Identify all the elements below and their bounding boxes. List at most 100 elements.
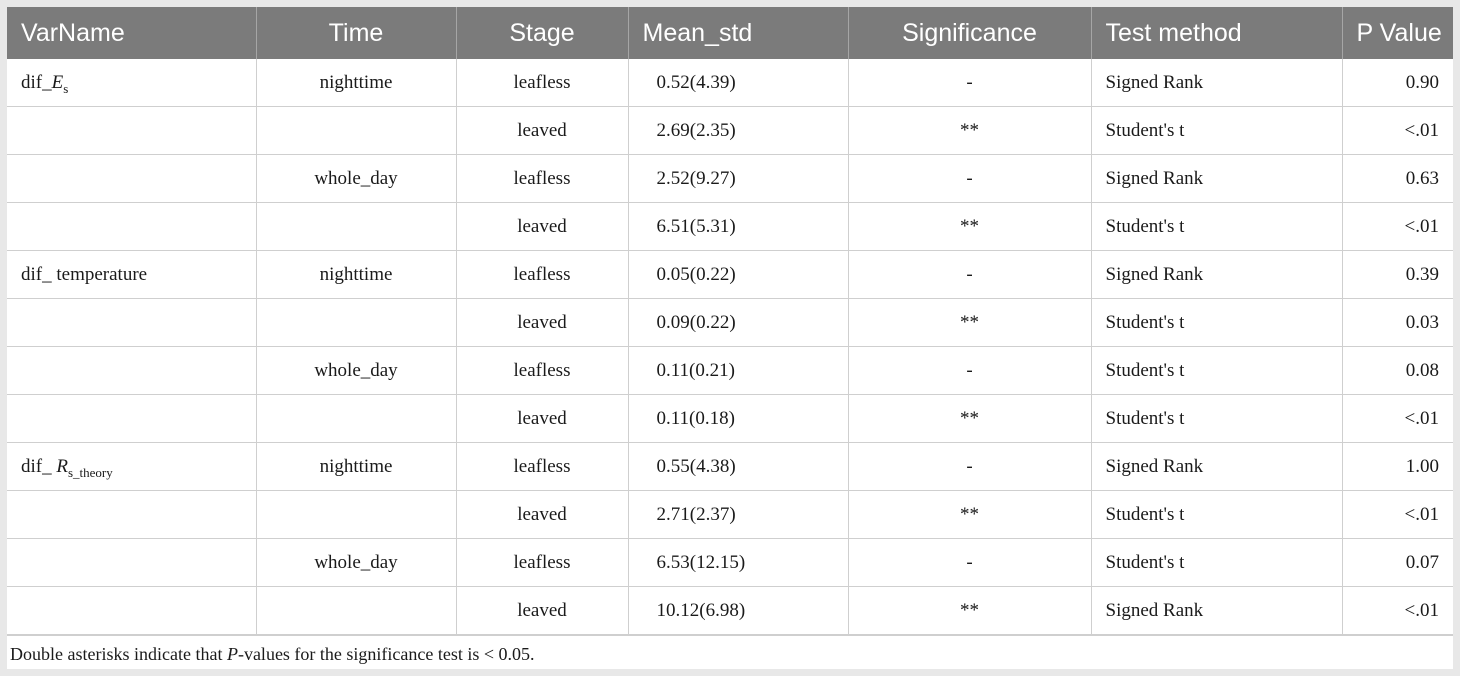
column-header-varname: VarName [7,7,257,59]
cell-time: whole_day [256,538,457,587]
table-row: leaved 2.69(2.35) ** Student's t <.01 [7,106,1453,155]
cell-test-method: Student's t [1091,202,1343,251]
cell-significance: ** [848,106,1092,155]
table-row: dif_ temperature nighttime leafless 0.05(0.… [7,250,1453,299]
table-row: leaved 2.71(2.37) ** Student's t <.01 [7,490,1453,539]
cell-significance: ** [848,202,1092,251]
cell-varname [7,394,257,443]
cell-test-method: Signed Rank [1091,154,1343,203]
cell-varname [7,202,257,251]
cell-mean-std: 2.71(2.37) [628,490,849,539]
cell-p-value: <.01 [1342,202,1453,251]
cell-p-value: <.01 [1342,586,1453,635]
cell-time [256,298,457,347]
varname-symbol: E [51,71,64,93]
varname-symbol: R [56,455,68,477]
cell-time: nighttime [256,442,457,491]
cell-varname [7,346,257,395]
cell-stage: leafless [456,154,629,203]
footnote-p-italic: P [226,644,238,664]
cell-mean-std: 6.53(12.15) [628,538,849,587]
table-row: leaved 0.09(0.22) ** Student's t 0.03 [7,298,1453,347]
varname-subscript: s [63,80,69,96]
cell-mean-std: 6.51(5.31) [628,202,849,251]
cell-test-method: Student's t [1091,298,1343,347]
column-header-mean-std: Mean_std [628,7,849,59]
cell-time: whole_day [256,154,457,203]
cell-stage: leaved [456,394,629,443]
cell-mean-std: 0.05(0.22) [628,250,849,299]
cell-stage: leaved [456,298,629,347]
cell-mean-std: 0.52(4.39) [628,59,849,107]
cell-stage: leafless [456,442,629,491]
cell-time [256,202,457,251]
cell-test-method: Signed Rank [1091,586,1343,635]
cell-varname [7,298,257,347]
cell-stage: leafless [456,250,629,299]
cell-varname: dif_ temperature [7,250,257,299]
cell-mean-std: 10.12(6.98) [628,586,849,635]
cell-mean-std: 2.52(9.27) [628,154,849,203]
cell-stage: leaved [456,106,629,155]
column-header-test-method: Test method [1091,7,1343,59]
footnote-text-end: -values for the significance test is < 0… [237,644,535,664]
statistics-table: VarName Time Stage Mean_std Significance… [7,7,1453,635]
table-row: whole_day leafless 2.52(9.27) - Signed Rank 0… [7,154,1453,203]
cell-time [256,490,457,539]
cell-test-method: Student's t [1091,346,1343,395]
table-footnote: Double asterisks indicate that P-values … [7,635,1453,665]
cell-p-value: 0.39 [1342,250,1453,299]
cell-test-method: Student's t [1091,538,1343,587]
table-row: leaved 0.11(0.18) ** Student's t <.01 [7,394,1453,443]
cell-stage: leaved [456,586,629,635]
table-row: dif_ Rs_theory nighttime leafless 0.55(4.38… [7,442,1453,491]
cell-significance: - [848,346,1092,395]
table-header: VarName Time Stage Mean_std Significance… [7,7,1453,59]
varname-subscript: s_theory [67,464,113,480]
header-row: VarName Time Stage Mean_std Significance… [7,7,1453,59]
cell-significance: - [848,59,1092,107]
cell-time: nighttime [256,250,457,299]
cell-significance: - [848,538,1092,587]
cell-varname [7,586,257,635]
cell-p-value: 0.03 [1342,298,1453,347]
cell-significance: - [848,442,1092,491]
cell-p-value: <.01 [1342,490,1453,539]
cell-stage: leafless [456,346,629,395]
cell-p-value: 0.07 [1342,538,1453,587]
cell-mean-std: 0.09(0.22) [628,298,849,347]
cell-p-value: <.01 [1342,394,1453,443]
cell-test-method: Student's t [1091,394,1343,443]
cell-stage: leafless [456,59,629,107]
table-row: leaved 10.12(6.98) ** Signed Rank <.01 [7,586,1453,635]
cell-significance: ** [848,586,1092,635]
cell-mean-std: 0.11(0.18) [628,394,849,443]
cell-varname: dif_ Rs_theory [7,442,257,491]
table-frame: VarName Time Stage Mean_std Significance… [7,7,1453,669]
table-row: leaved 6.51(5.31) ** Student's t <.01 [7,202,1453,251]
cell-time [256,106,457,155]
cell-test-method: Student's t [1091,490,1343,539]
cell-significance: ** [848,394,1092,443]
footnote-text-start: Double asterisks indicate that [10,644,227,664]
table-row: whole_day leafless 6.53(12.15) - Student's t… [7,538,1453,587]
cell-significance: - [848,250,1092,299]
cell-p-value: 0.90 [1342,59,1453,107]
cell-p-value: 0.08 [1342,346,1453,395]
cell-varname [7,106,257,155]
cell-test-method: Signed Rank [1091,250,1343,299]
cell-significance: ** [848,490,1092,539]
column-header-time: Time [256,7,457,59]
cell-time [256,586,457,635]
cell-time: nighttime [256,59,457,107]
cell-significance: ** [848,298,1092,347]
cell-test-method: Student's t [1091,106,1343,155]
cell-p-value: 0.63 [1342,154,1453,203]
cell-mean-std: 2.69(2.35) [628,106,849,155]
cell-stage: leaved [456,202,629,251]
cell-mean-std: 0.11(0.21) [628,346,849,395]
cell-test-method: Signed Rank [1091,442,1343,491]
varname-prefix: dif_ temperature [21,263,148,285]
varname-prefix: dif_ [21,71,52,93]
cell-significance: - [848,154,1092,203]
